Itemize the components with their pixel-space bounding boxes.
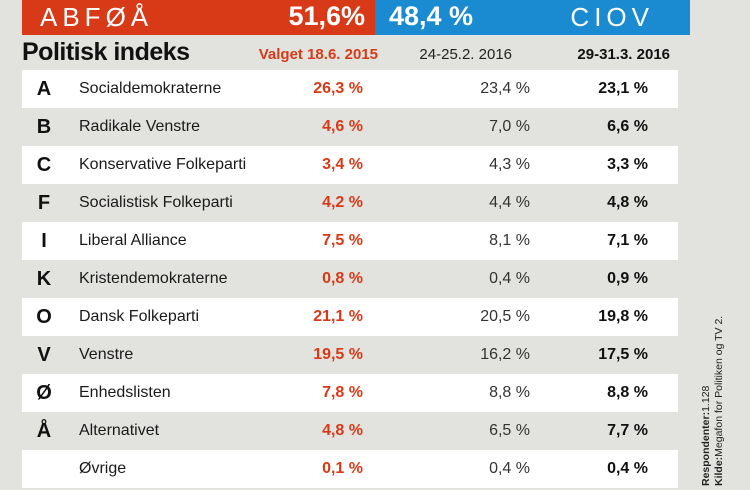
value-mar-2016: 0,4 %: [607, 460, 648, 477]
party-letter: Å: [36, 419, 52, 442]
table-row: I Liberal Alliance 7,5 % 8,1 % 7,1 %: [22, 222, 678, 260]
value-feb-2016: 4,3 %: [489, 156, 530, 173]
value-2015: 26,3 %: [313, 80, 363, 97]
value-2015: 3,4 %: [322, 156, 363, 173]
party-name: Enhedslisten: [79, 384, 171, 401]
source-note: Respondenter:1.128 Kilde:Megafon for Pol…: [700, 316, 726, 486]
value-feb-2016: 4,4 %: [489, 194, 530, 211]
party-name: Dansk Folkeparti: [79, 308, 200, 325]
source-label: Kilde:: [713, 456, 725, 486]
table-row: K Kristendemokraterne 0,8 % 0,4 % 0,9 %: [22, 260, 678, 298]
table-row: Ø Enhedslisten 7,8 % 8,8 % 8,8 %: [22, 374, 678, 412]
value-mar-2016: 6,6 %: [607, 118, 648, 135]
respondents-line: Respondenter:1.128: [700, 316, 713, 486]
party-letter: I: [41, 229, 47, 252]
value-feb-2016: 6,5 %: [489, 422, 530, 439]
party-letter: C: [36, 153, 52, 176]
page-title: Politisk indeks: [22, 38, 190, 66]
column-header-feb-2016: 24-25.2. 2016: [419, 46, 512, 63]
source-value: Megafon for Politiken og TV 2.: [713, 315, 725, 457]
source-line: Kilde:Megafon for Politiken og TV 2.: [713, 316, 726, 486]
bloc-blue-label: CIOV: [570, 2, 654, 32]
value-feb-2016: 23,4 %: [480, 80, 530, 97]
value-2015: 21,1 %: [313, 308, 363, 325]
table-row: C Konservative Folkeparti 3,4 % 4,3 % 3,3 %: [22, 146, 678, 184]
value-feb-2016: 20,5 %: [480, 308, 530, 325]
respondents-label: Respondenter:: [700, 411, 712, 486]
bloc-red-bar: ABFØÅ 51,6%: [22, 0, 375, 35]
table-row: Øvrige 0,1 % 0,4 % 0,4 %: [22, 450, 678, 488]
value-mar-2016: 0,9 %: [607, 270, 648, 287]
value-2015: 4,2 %: [322, 194, 363, 211]
value-mar-2016: 23,1 %: [598, 80, 648, 97]
bloc-red-value: 51,6%: [288, 1, 365, 31]
table-row: Å Alternativet 4,8 % 6,5 % 7,7 %: [22, 412, 678, 450]
value-2015: 0,1 %: [322, 460, 363, 477]
value-mar-2016: 8,8 %: [607, 384, 648, 401]
value-2015: 19,5 %: [313, 346, 363, 363]
party-name: Kristendemokraterne: [79, 270, 228, 287]
value-2015: 7,5 %: [322, 232, 363, 249]
value-mar-2016: 17,5 %: [598, 346, 648, 363]
poll-table: A Socialdemokraterne 26,3 % 23,4 % 23,1 % B Ra…: [22, 70, 678, 488]
party-letter: A: [36, 77, 52, 100]
table-row: V Venstre 19,5 % 16,2 % 17,5 %: [22, 336, 678, 374]
value-2015: 4,6 %: [322, 118, 363, 135]
value-feb-2016: 16,2 %: [480, 346, 530, 363]
party-name: Alternativet: [79, 422, 160, 439]
party-name: Venstre: [79, 346, 134, 363]
value-2015: 4,8 %: [322, 422, 363, 439]
party-name: Radikale Venstre: [79, 118, 200, 135]
value-mar-2016: 3,3 %: [607, 156, 648, 173]
value-feb-2016: 0,4 %: [489, 460, 530, 477]
party-name: Konservative Folkeparti: [79, 156, 247, 173]
party-letter: O: [36, 305, 52, 328]
column-header-mar-2016: 29-31.3. 2016: [577, 46, 670, 63]
party-name: Øvrige: [79, 460, 127, 477]
value-2015: 0,8 %: [322, 270, 363, 287]
value-feb-2016: 8,8 %: [489, 384, 530, 401]
party-letter: B: [36, 115, 52, 138]
party-letter: V: [37, 343, 51, 366]
table-row: O Dansk Folkeparti 21,1 % 20,5 % 19,8 %: [22, 298, 678, 336]
party-name: Liberal Alliance: [79, 232, 187, 249]
value-feb-2016: 7,0 %: [489, 118, 530, 135]
party-name: Socialistisk Folkeparti: [79, 194, 233, 211]
value-2015: 7,8 %: [322, 384, 363, 401]
value-feb-2016: 8,1 %: [489, 232, 530, 249]
value-mar-2016: 19,8 %: [598, 308, 648, 325]
party-letter: Ø: [36, 381, 52, 404]
respondents-value: 1.128: [700, 385, 712, 412]
bloc-red-label: ABFØÅ: [40, 2, 154, 32]
table-row: A Socialdemokraterne 26,3 % 23,4 % 23,1 %: [22, 70, 678, 108]
bloc-blue-value: 48,4 %: [389, 1, 474, 31]
party-letter: F: [37, 191, 51, 214]
table-row: B Radikale Venstre 4,6 % 7,0 % 6,6 %: [22, 108, 678, 146]
table-row: F Socialistisk Folkeparti 4,2 % 4,4 % 4,8 %: [22, 184, 678, 222]
bloc-blue-bar: 48,4 % CIOV: [375, 0, 690, 35]
value-feb-2016: 0,4 %: [489, 270, 530, 287]
party-name: Socialdemokraterne: [79, 80, 222, 97]
column-header-2015: Valget 18.6. 2015: [258, 46, 378, 63]
value-mar-2016: 7,7 %: [607, 422, 648, 439]
value-mar-2016: 7,1 %: [607, 232, 648, 249]
value-mar-2016: 4,8 %: [607, 194, 648, 211]
party-letter: K: [36, 267, 52, 290]
